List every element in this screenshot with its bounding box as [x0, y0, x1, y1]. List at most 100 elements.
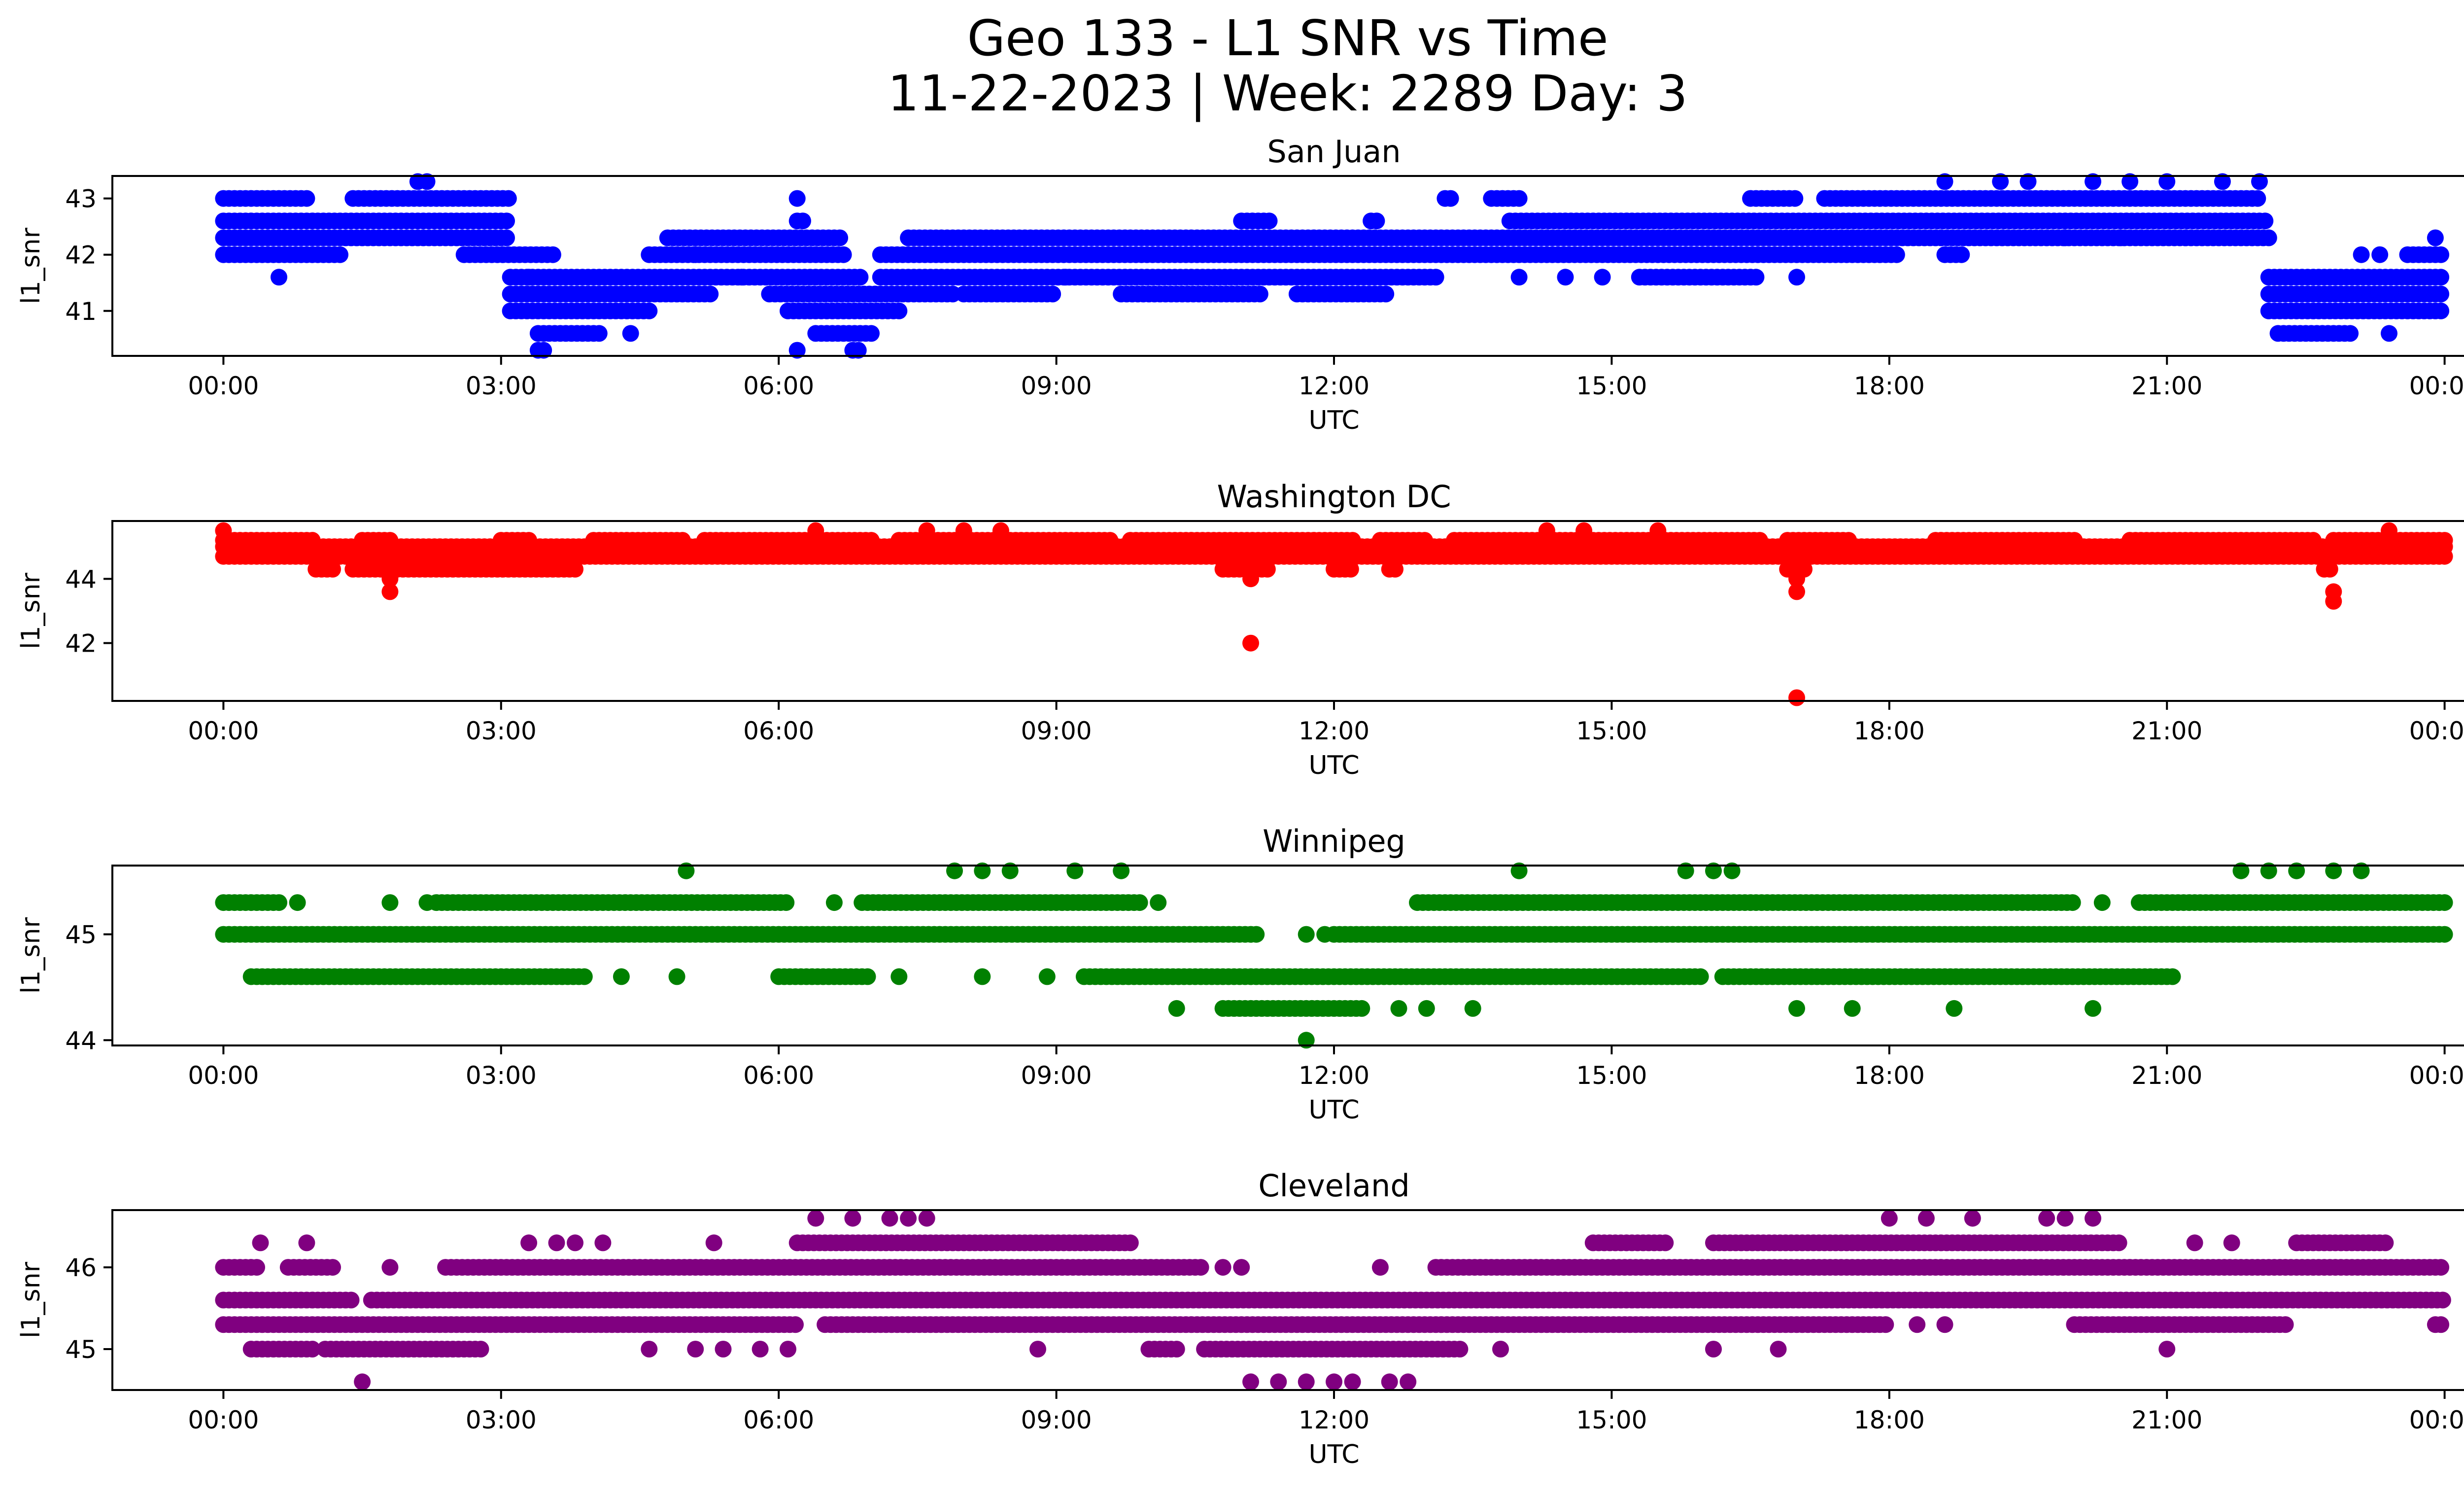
- data-point: [2093, 894, 2111, 911]
- data-point: [831, 229, 849, 246]
- x-tick-label: 06:00: [743, 372, 814, 400]
- data-point: [576, 968, 593, 985]
- data-point: [1001, 862, 1019, 879]
- data-point: [1723, 862, 1741, 879]
- data-point: [687, 246, 704, 263]
- data-point: [2158, 173, 2176, 190]
- data-point: [2432, 302, 2450, 319]
- data-point: [2432, 285, 2450, 303]
- data-point: [2371, 246, 2389, 263]
- data-point: [778, 894, 795, 911]
- y-tick-label: 42: [65, 629, 97, 658]
- data-point: [852, 269, 869, 286]
- y-tick-label: 41: [65, 297, 97, 326]
- data-point: [1844, 1000, 1861, 1017]
- x-tick-label: 21:00: [2131, 1406, 2202, 1434]
- y-axis-label: l1_snr: [16, 917, 46, 994]
- data-point: [2436, 926, 2453, 943]
- data-point: [788, 190, 806, 207]
- scatter-series: [215, 522, 2453, 706]
- data-point: [1786, 190, 1804, 207]
- data-point: [535, 342, 552, 359]
- data-point: [298, 190, 315, 207]
- data-point: [418, 894, 436, 911]
- data-point: [1464, 1000, 1481, 1017]
- data-point: [500, 190, 517, 207]
- data-point: [1557, 269, 1574, 286]
- x-tick-label: 06:00: [743, 717, 814, 745]
- data-point: [863, 325, 880, 342]
- x-tick-label: 15:00: [1576, 372, 1647, 400]
- data-point: [381, 583, 399, 600]
- data-point: [1387, 560, 1403, 578]
- data-point: [1575, 522, 1593, 539]
- data-point: [946, 862, 963, 879]
- x-tick-label: 15:00: [1576, 1061, 1647, 1090]
- data-point: [1788, 689, 1805, 706]
- x-tick-label: 03:00: [466, 1061, 537, 1090]
- data-point: [1044, 285, 1061, 303]
- data-point: [1844, 229, 1861, 246]
- x-tick-label: 00:00: [188, 1061, 259, 1090]
- data-point: [1705, 862, 1722, 879]
- data-point: [2064, 894, 2081, 911]
- x-tick-label: 00:00: [2409, 717, 2464, 745]
- x-tick-label: 18:00: [1854, 1061, 1925, 1090]
- data-point: [289, 894, 306, 911]
- data-point: [974, 862, 991, 879]
- data-point: [1261, 212, 1278, 230]
- data-point: [1168, 1000, 1185, 1017]
- data-point: [2177, 229, 2194, 246]
- data-point: [1538, 229, 1555, 246]
- scatter-series: [215, 862, 2453, 1049]
- x-tick-label: 18:00: [1854, 372, 1925, 400]
- data-point: [2249, 190, 2266, 207]
- x-tick-label: 00:00: [2409, 372, 2464, 400]
- data-point: [2232, 862, 2250, 879]
- data-point: [2164, 968, 2181, 985]
- x-tick-label: 12:00: [1299, 372, 1369, 400]
- data-point: [324, 1259, 341, 1276]
- data-point: [1192, 1259, 1209, 1276]
- data-point: [1936, 173, 1953, 190]
- data-point: [2436, 548, 2453, 565]
- data-point: [1788, 570, 1805, 588]
- panel-title: Cleveland: [1258, 1168, 1409, 1204]
- data-point: [890, 302, 908, 319]
- x-tick-label: 15:00: [1576, 1406, 1647, 1434]
- data-point: [974, 968, 991, 985]
- data-point: [835, 246, 852, 263]
- y-tick-label: 45: [65, 921, 97, 949]
- data-point: [342, 1291, 360, 1309]
- data-point: [381, 894, 399, 911]
- data-point: [2251, 173, 2268, 190]
- data-point: [2112, 229, 2129, 246]
- y-axis-label: l1_snr: [16, 227, 46, 304]
- data-point: [2325, 592, 2342, 610]
- data-point: [2427, 229, 2444, 246]
- data-point: [1342, 560, 1359, 578]
- figure-title-line-1: Geo 133 - L1 SNR vs Time: [967, 9, 1608, 67]
- data-point: [1353, 1000, 1370, 1017]
- data-point: [992, 522, 1009, 539]
- x-tick-label: 03:00: [466, 717, 537, 745]
- data-point: [641, 302, 658, 319]
- data-point: [1594, 269, 1611, 286]
- data-point: [2214, 173, 2231, 190]
- y-axis-label: l1_snr: [16, 1261, 46, 1338]
- data-point: [1510, 862, 1528, 879]
- data-point: [1377, 285, 1395, 303]
- data-point: [807, 522, 824, 539]
- data-point: [381, 570, 399, 588]
- axes-frame: [111, 865, 2464, 1046]
- x-tick-label: 21:00: [2131, 1061, 2202, 1090]
- data-point: [590, 325, 608, 342]
- data-point: [825, 894, 843, 911]
- data-point: [918, 522, 935, 539]
- data-point: [2342, 325, 2359, 342]
- x-tick-label: 18:00: [1854, 1406, 1925, 1434]
- data-point: [520, 269, 538, 286]
- data-point: [613, 968, 630, 985]
